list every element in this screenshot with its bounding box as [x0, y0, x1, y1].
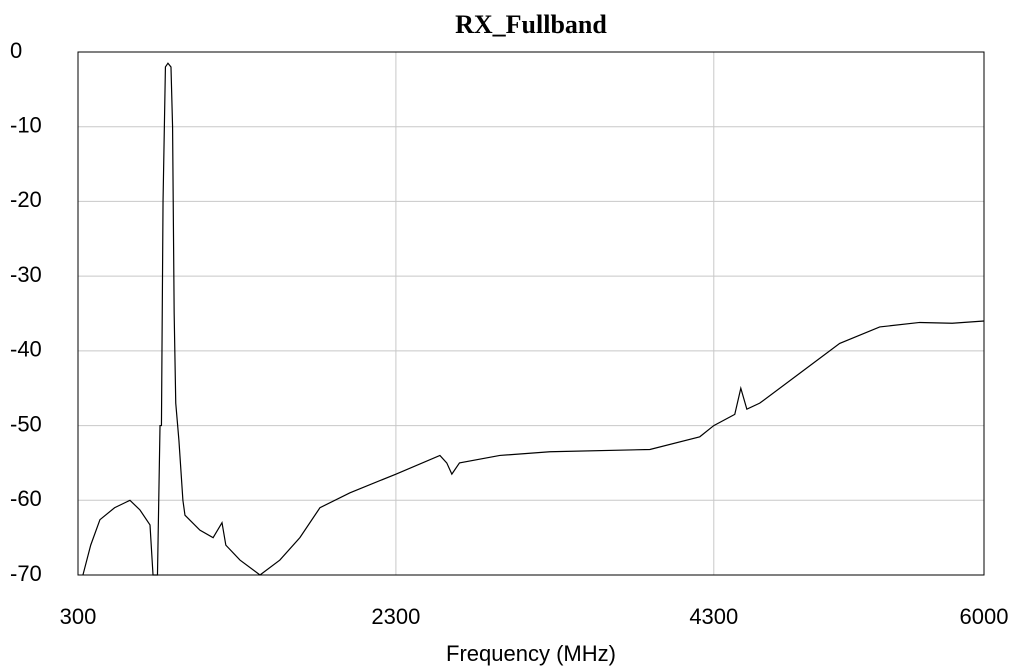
x-tick-label: 2300	[371, 604, 420, 629]
y-tick-label: 0	[10, 38, 22, 63]
y-tick-label: -50	[10, 411, 42, 436]
y-tick-label: -60	[10, 486, 42, 511]
x-tick-label: 6000	[960, 604, 1009, 629]
y-tick-label: -30	[10, 262, 42, 287]
y-tick-label: -10	[10, 113, 42, 138]
y-tick-label: -20	[10, 187, 42, 212]
x-tick-label: 300	[60, 604, 97, 629]
y-tick-label: -40	[10, 337, 42, 362]
plot-frame	[77, 51, 985, 576]
data-line	[82, 62, 985, 576]
y-tick-label: -70	[10, 561, 42, 586]
chart-title: RX_Fullband	[455, 10, 607, 39]
x-tick-label: 4300	[689, 604, 738, 629]
x-axis-label: Frequency (MHz)	[446, 641, 616, 666]
